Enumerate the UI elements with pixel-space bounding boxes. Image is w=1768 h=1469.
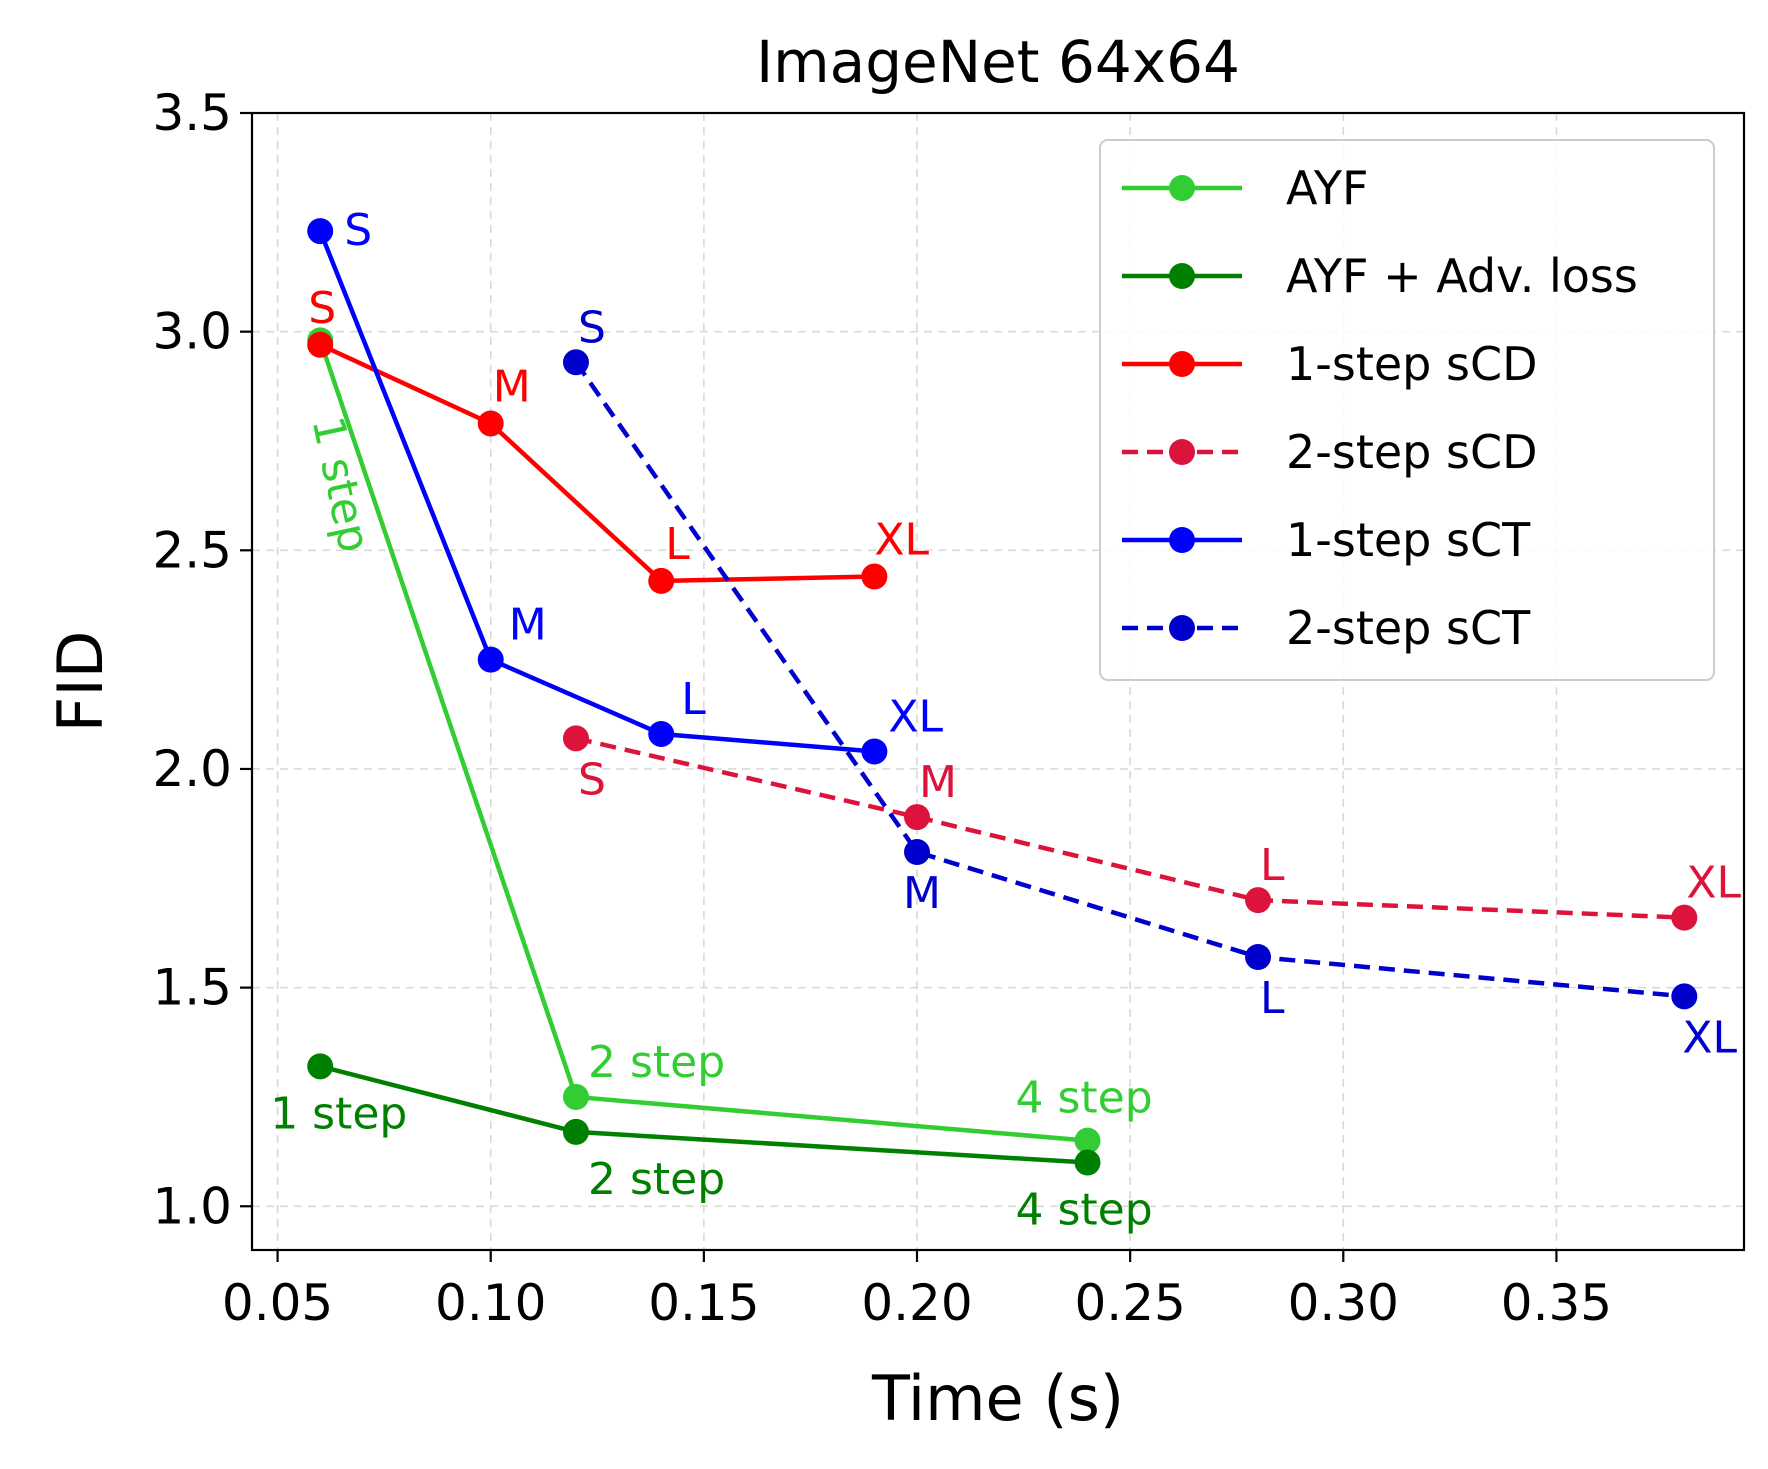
data-point [1074,1127,1101,1154]
data-point [904,804,931,831]
x-tick-label: 0.35 [1501,1274,1612,1332]
data-point [562,1118,589,1145]
point-label: S [578,302,606,353]
data-point [477,410,504,437]
data-point [307,218,334,245]
data-point [648,567,675,594]
legend-frame [1099,139,1715,681]
series-4 [307,218,888,765]
data-point [1245,944,1272,971]
y-tick-label: 2.0 [152,740,232,798]
series-layer [307,218,1698,1176]
x-axis-title: Time (s) [871,1362,1124,1435]
x-tick-label: 0.30 [1288,1274,1399,1332]
data-point [1074,1149,1101,1176]
y-tick-label: 3.0 [152,303,232,361]
point-label: 4 step [1016,1073,1153,1124]
chart-title: ImageNet 64x64 [756,28,1240,96]
data-point [861,738,888,765]
data-point [861,563,888,590]
x-tick-label: 0.05 [222,1274,333,1332]
data-point [1671,983,1698,1010]
legend-swatch-marker [1169,439,1195,465]
series-line [318,230,875,754]
legend-entry-label: 1-step sCT [1286,513,1531,567]
plot-frame [250,111,1746,1252]
point-label: 1 step [270,1088,407,1139]
point-label: XL [1686,858,1741,909]
legend-entry-label: AYF + Adv. loss [1286,249,1638,303]
y-axis-title: FID [44,631,117,733]
tick-layer: 0.05 0.10 0.15 0.20 0.25 0.30 0.35 1.0 1.5 2.0 2.5… [152,84,1612,1332]
data-point [307,1053,334,1080]
point-label: XL [888,691,943,742]
series-1 [307,1053,1101,1176]
legend-swatch-marker [1169,615,1195,641]
legend-swatch-marker [1169,263,1195,289]
point-label: M [919,757,957,808]
series-5 [562,349,1698,1010]
series-line [574,360,1685,999]
legend-swatch-marker [1169,351,1195,377]
point-label: M [903,868,941,919]
x-tick-label: 0.15 [648,1274,759,1332]
y-tick-label: 1.5 [152,959,232,1017]
point-label: L [1260,973,1285,1024]
y-tick-label: 3.5 [152,84,232,142]
point-label: S [308,283,336,334]
x-tick-label: 0.20 [861,1274,972,1332]
point-label: S [578,754,606,805]
x-tick-label: 0.10 [435,1274,546,1332]
series-2 [307,331,888,594]
point-label: M [493,361,531,412]
point-label: M [509,600,547,651]
legend-swatch-marker [1169,175,1195,201]
point-label: 2 step [588,1037,725,1088]
point-label: XL [874,515,929,566]
data-point [904,839,931,866]
legend-entry-label: 2-step sCD [1286,425,1538,479]
point-label: XL [1682,1012,1737,1063]
legend-entry-label: 1-step sCD [1286,337,1538,391]
data-point [648,720,675,747]
series-line [319,342,875,584]
point-label: L [681,674,706,725]
legend-entry-label: AYF [1286,161,1368,215]
legend-entry-label: 2-step sCT [1286,601,1531,655]
data-point [477,646,504,673]
data-point [1245,887,1272,914]
series-line [575,736,1685,920]
point-label: L [665,519,690,570]
legend-swatch-marker [1169,527,1195,553]
data-point [562,725,589,752]
data-point [562,1083,589,1110]
series-line [318,339,1088,1143]
y-tick-label: 2.5 [152,521,232,579]
legend: AYF AYF + Adv. loss 1-step sCD 2-step sCD 1-… [1099,139,1715,681]
data-point [307,331,334,358]
data-point [562,349,589,376]
series-3 [562,725,1698,931]
point-label: 2 step [588,1154,725,1205]
point-label: S [344,205,372,256]
point-label: 4 step [1016,1185,1153,1236]
data-point [1671,904,1698,931]
y-tick-label: 1.0 [152,1177,232,1235]
point-label: L [1260,840,1285,891]
x-tick-label: 0.25 [1074,1274,1185,1332]
